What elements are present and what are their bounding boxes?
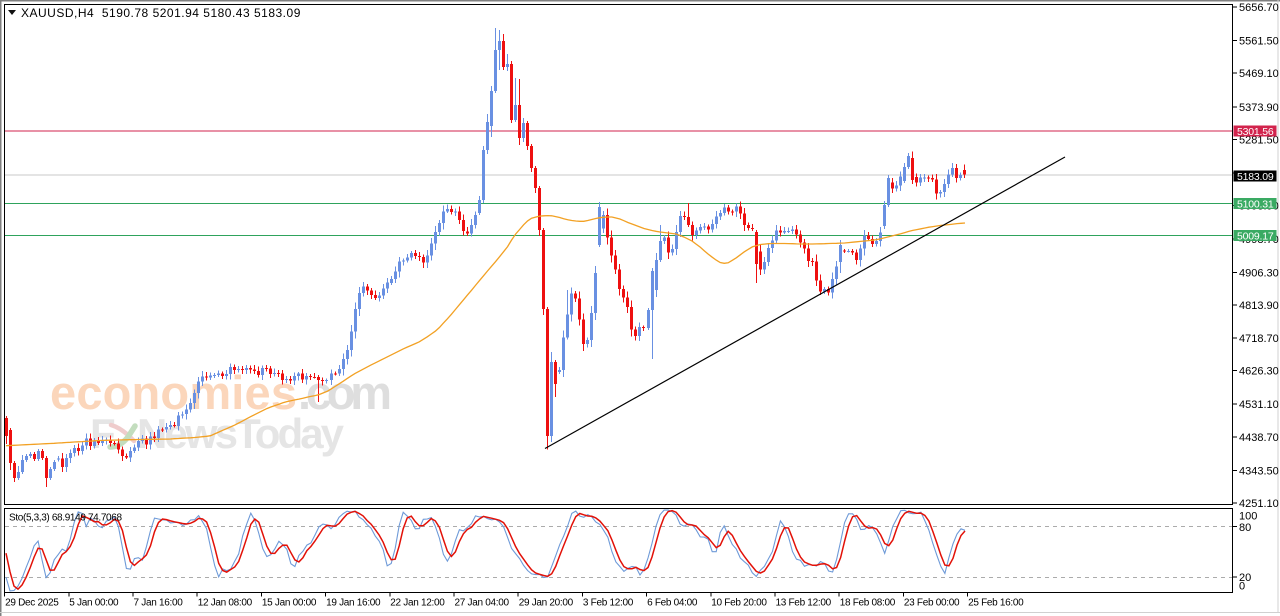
svg-text:5301.56: 5301.56 (1237, 126, 1274, 138)
svg-text:4906.30: 4906.30 (1239, 267, 1279, 279)
svg-text:29 Jan 20:00: 29 Jan 20:00 (519, 598, 574, 609)
svg-text:F: F (90, 410, 116, 457)
svg-text:4626.30: 4626.30 (1239, 366, 1279, 378)
svg-text:27 Jan 04:00: 27 Jan 04:00 (455, 598, 510, 609)
svg-text:22 Jan 12:00: 22 Jan 12:00 (390, 598, 445, 609)
svg-text:Sto(5,3,3) 68.9149 74.7068: Sto(5,3,3) 68.9149 74.7068 (9, 513, 122, 524)
svg-text:5469.10: 5469.10 (1239, 68, 1279, 80)
svg-text:6 Feb 04:00: 6 Feb 04:00 (647, 598, 698, 609)
svg-text:5100.31: 5100.31 (1237, 199, 1274, 211)
svg-text:12 Jan 08:00: 12 Jan 08:00 (198, 598, 253, 609)
svg-text:25 Feb 16:00: 25 Feb 16:00 (968, 598, 1024, 609)
svg-text:5373.90: 5373.90 (1239, 102, 1279, 114)
svg-text:0: 0 (1239, 581, 1245, 593)
svg-text:5009.17: 5009.17 (1237, 231, 1274, 243)
svg-text:4813.90: 4813.90 (1239, 300, 1279, 312)
svg-text:4531.10: 4531.10 (1239, 399, 1279, 411)
svg-text:23 Feb 00:00: 23 Feb 00:00 (904, 598, 960, 609)
svg-text:5 Jan 00:00: 5 Jan 00:00 (69, 598, 119, 609)
svg-text:10 Feb 20:00: 10 Feb 20:00 (711, 598, 767, 609)
svg-text:4343.50: 4343.50 (1239, 465, 1279, 477)
svg-text:18 Feb 08:00: 18 Feb 08:00 (840, 598, 896, 609)
svg-text:NewsToday: NewsToday (137, 410, 345, 457)
svg-text:15 Jan 00:00: 15 Jan 00:00 (262, 598, 317, 609)
svg-text:.com: .com (298, 366, 392, 419)
svg-text:5656.70: 5656.70 (1239, 2, 1279, 14)
svg-text:7 Jan 16:00: 7 Jan 16:00 (134, 598, 184, 609)
svg-text:economies: economies (50, 366, 298, 419)
svg-text:5183.09: 5183.09 (1237, 171, 1274, 183)
svg-text:XAUUSD,H4 5190.78 5201.94 518: XAUUSD,H4 5190.78 5201.94 5180.43 5183.0… (21, 6, 301, 20)
svg-text:4718.70: 4718.70 (1239, 333, 1279, 345)
svg-text:80: 80 (1239, 522, 1251, 534)
svg-text:19 Jan 16:00: 19 Jan 16:00 (326, 598, 381, 609)
svg-text:29 Dec 2025: 29 Dec 2025 (5, 598, 59, 609)
svg-text:3 Feb 12:00: 3 Feb 12:00 (583, 598, 634, 609)
svg-text:4251.10: 4251.10 (1239, 498, 1279, 510)
svg-text:4438.70: 4438.70 (1239, 432, 1279, 444)
svg-text:100: 100 (1239, 511, 1257, 523)
svg-text:5281.50: 5281.50 (1239, 134, 1279, 146)
svg-text:20: 20 (1239, 572, 1251, 584)
svg-text:5561.50: 5561.50 (1239, 36, 1279, 48)
svg-text:13 Feb 12:00: 13 Feb 12:00 (776, 598, 832, 609)
